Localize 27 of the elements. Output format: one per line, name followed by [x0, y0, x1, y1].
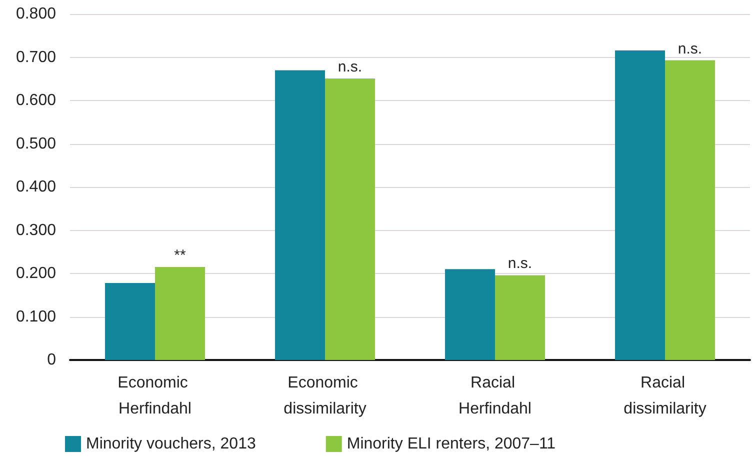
- bar: [155, 267, 205, 360]
- y-tick-label: 0.800: [16, 6, 56, 22]
- legend-label: Minority ELI renters, 2007–11: [346, 436, 556, 452]
- x-tick-label: Economic dissimilarity: [284, 374, 366, 418]
- legend-label: Minority vouchers, 2013: [86, 436, 256, 452]
- y-tick-label: 0.400: [16, 178, 56, 196]
- y-tick-label: 0.100: [16, 308, 56, 326]
- y-tick-label: 0.300: [16, 222, 56, 239]
- y-tick-label: 0.700: [16, 48, 56, 66]
- annotation: n.s.: [338, 58, 362, 76]
- y-tick-label: 0: [47, 352, 56, 368]
- annotation: **: [174, 247, 186, 264]
- annotation: n.s.: [678, 40, 702, 58]
- bar: [615, 50, 665, 360]
- bar: [495, 275, 545, 360]
- annotation: n.s.: [508, 255, 532, 272]
- bar: [325, 78, 375, 360]
- bar: [275, 70, 325, 360]
- x-tick-label: Economic Herfindahl: [118, 374, 192, 418]
- bar: [665, 60, 715, 360]
- y-tick-label: 0.600: [16, 92, 56, 109]
- x-tick-label: Racial Herfindahl: [458, 374, 532, 418]
- y-tick-label: 0.500: [16, 135, 56, 152]
- bar: [105, 283, 155, 360]
- y-tick-label: 0.200: [16, 265, 56, 282]
- bar: [445, 269, 495, 360]
- x-tick-label: Racial dissimilarity: [624, 374, 706, 418]
